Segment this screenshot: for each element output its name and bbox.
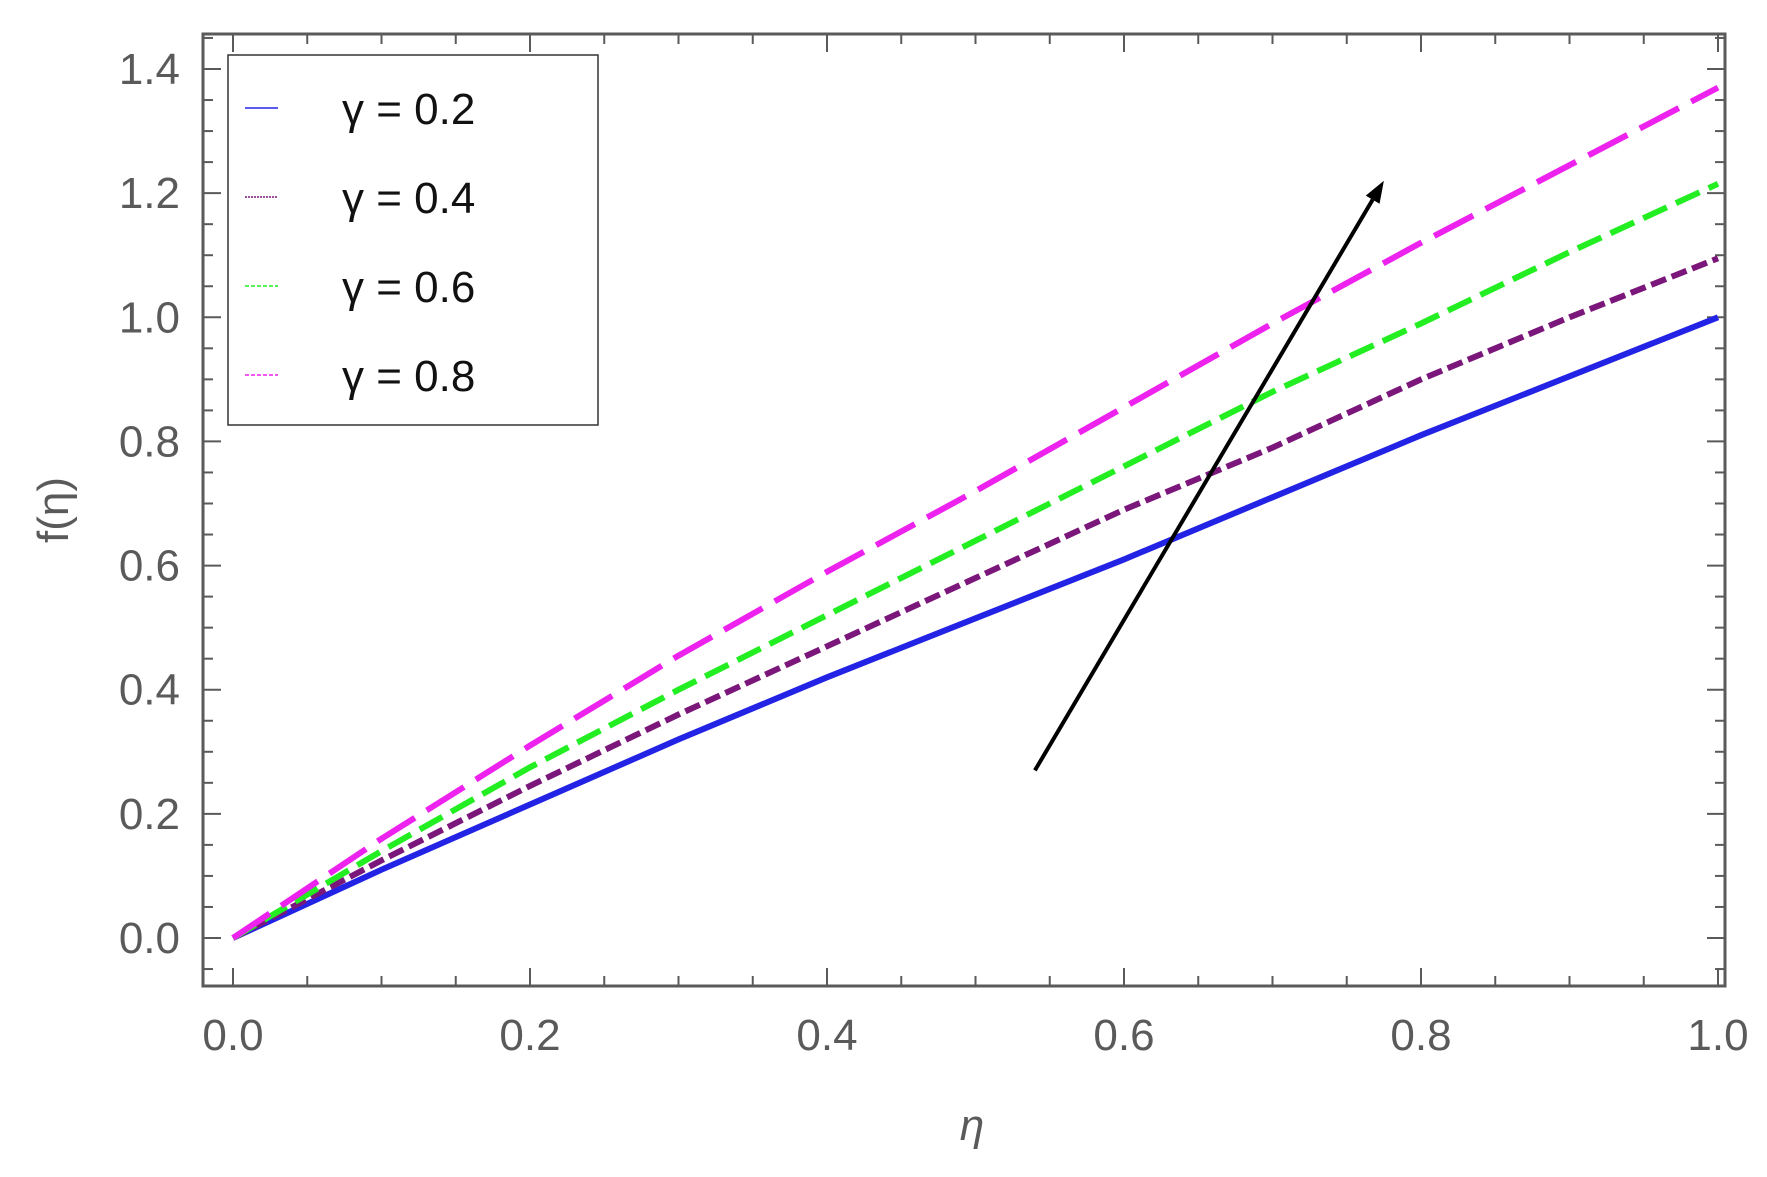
x-tick-label: 0.6 [1093,1011,1154,1060]
x-tick-label: 0.0 [202,1011,263,1060]
y-tick-label: 0.0 [119,914,180,963]
trend-arrow [1033,180,1384,772]
arrow-shaft [1033,198,1375,772]
x-axis-label: η [960,1101,984,1150]
series-line-3 [231,181,1720,941]
legend-label-2: γ = 0.4 [342,174,475,223]
tick-labels: 0.0 0.2 0.4 0.6 0.8 1.0 0.0 0.2 0.4 0.6 0.8 1.0 1.2 1… [119,45,1749,1060]
y-tick-label: 0.4 [119,666,180,715]
y-tick-label: 0.6 [119,542,180,591]
x-tick-label: 0.2 [499,1011,560,1060]
legend-label-1: γ = 0.2 [342,85,475,134]
legend-label-3: γ = 0.6 [342,263,475,312]
y-tick-label: 0.2 [119,790,180,839]
series-line-2 [231,255,1720,941]
y-axis-label: f(η) [29,477,78,543]
x-tick-label: 1.0 [1687,1011,1748,1060]
y-tick-label: 0.8 [119,417,180,466]
series-line-4 [231,84,1720,941]
legend-items: γ = 0.2 γ = 0.4 γ = 0.6 γ = 0.8 [245,85,475,401]
x-tick-label: 0.8 [1390,1011,1451,1060]
y-tick-label: 1.2 [119,169,180,218]
series-line-1 [231,314,1720,941]
y-tick-label: 1.4 [119,45,180,94]
x-tick-label: 0.4 [796,1011,857,1060]
series-lines [231,84,1720,941]
legend: γ = 0.2 γ = 0.4 γ = 0.6 γ = 0.8 [227,54,599,426]
axis-ticks [203,34,1725,986]
legend-box [227,54,599,426]
arrow-head [1365,180,1384,204]
plot-frame [201,32,1727,988]
y-tick-label: 1.0 [119,293,180,342]
legend-label-4: γ = 0.8 [342,352,475,401]
